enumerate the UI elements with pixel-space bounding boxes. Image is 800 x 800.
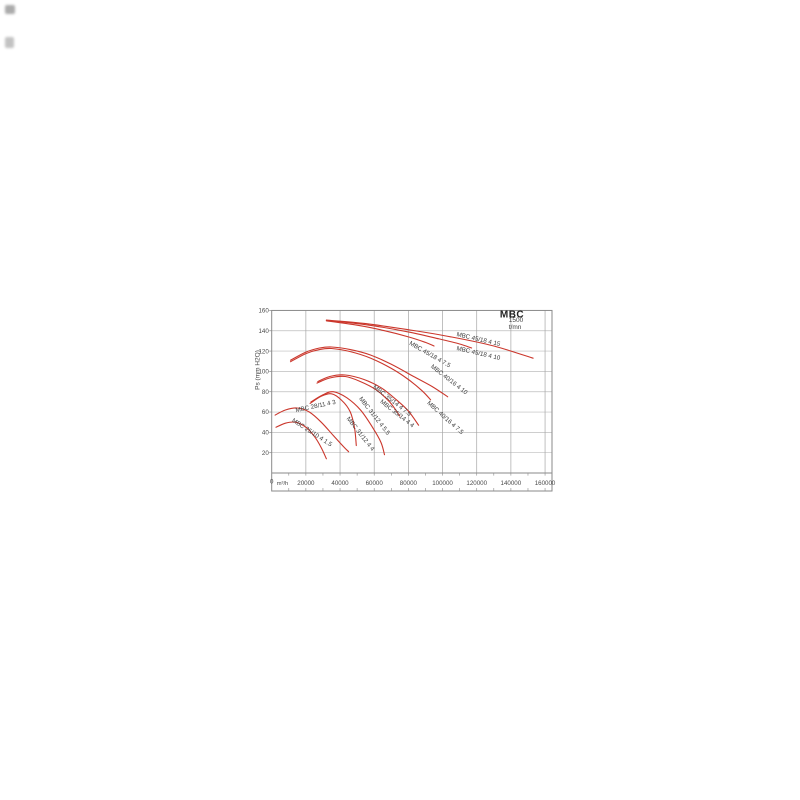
curve-mbc-31-12-4-4 [309, 393, 357, 447]
curve-label-mbc-31-12-4-4: MBC 31/12 4 4 [345, 416, 376, 453]
curve-mbc-35-14-4-4 [316, 375, 401, 417]
x-tick-label: 160000 [535, 480, 556, 487]
chart-subtitle: 1500 t/mn [508, 317, 524, 331]
x-tick-label: 40000 [331, 480, 349, 487]
curve-mbc-40-16-4-7-5 [289, 347, 432, 401]
curve-mbc-35-14-4-7-5 [317, 374, 420, 426]
y-tick-label: 20 [262, 450, 269, 457]
curve-mbc-45-18-4-10 [325, 319, 473, 349]
y-axis-title: Ps (mm H2O) [254, 350, 262, 390]
curve-label-mbc-25-10-4-1-5: MBC 25/10 4 1.5 [290, 417, 333, 448]
y-tick-label: 120 [258, 348, 269, 355]
y-tick-label: 160 [258, 308, 269, 315]
y-tick-label: 80 [262, 389, 269, 396]
x-tick-label: 140000 [501, 480, 522, 487]
x-tick-label: 80000 [400, 480, 418, 487]
curve-label-mbc-45-18-4-10: MBC 45/18 4 10 [456, 345, 502, 362]
curve-mbc-28-11-4-3 [274, 407, 350, 453]
x-tick-label: 60000 [366, 480, 384, 487]
y-tick-label: 140 [258, 328, 269, 335]
curve-mbc-31-12-4-5-5 [310, 391, 386, 456]
chart-svg: 20 40 60 80 100 120 140 160 0 m³/h 20000 40000 60000… [258, 308, 556, 492]
x-origin-label: 0 [270, 479, 274, 486]
y-tick-label: 100 [258, 369, 269, 376]
curve-mbc-45-18-4-15 [325, 319, 534, 359]
curve-mbc-40-16-4-10 [289, 346, 449, 398]
scan-artifact [5, 5, 15, 14]
x-tick-label: 20000 [297, 480, 315, 487]
curve-mbc-45-18-4-7-5 [325, 320, 435, 347]
chart-title: MBC [499, 309, 525, 321]
y-tick-label: 40 [262, 430, 269, 437]
x-tick-label: 100000 [432, 480, 453, 487]
curve-mbc-25-10-4-1-5 [275, 421, 327, 460]
plot-border [271, 309, 553, 492]
x-tick-label: 120000 [466, 480, 487, 487]
scan-artifact [5, 37, 14, 48]
curve-label-mbc-40-16-4-7-5: MBC 40/16 4 7.5 [425, 400, 465, 437]
x-unit-label: m³/h [277, 481, 289, 487]
y-tick-label: 60 [262, 409, 269, 416]
